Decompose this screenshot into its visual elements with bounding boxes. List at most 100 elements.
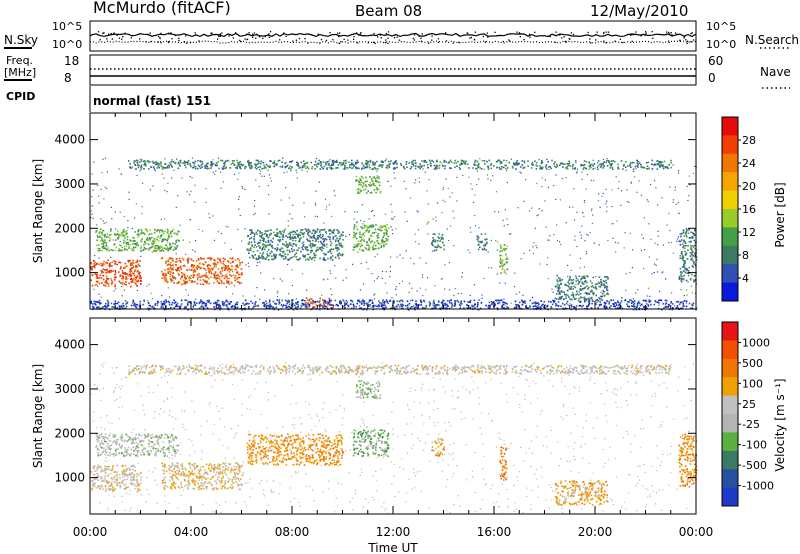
power-point: [346, 301, 349, 304]
power-point: [100, 302, 102, 304]
power-point: [399, 254, 401, 256]
power-region: [678, 228, 698, 283]
power-point: [184, 164, 186, 167]
power-point: [193, 302, 196, 304]
power-point: [260, 160, 263, 163]
power-point: [201, 300, 203, 303]
power-point: [693, 233, 696, 236]
power-point: [539, 307, 542, 309]
power-point: [302, 248, 304, 251]
power-point: [288, 293, 290, 295]
power-point: [680, 301, 682, 304]
power-point: [99, 228, 102, 230]
power-point: [301, 166, 303, 169]
power-point: [207, 264, 210, 266]
power-point: [136, 233, 139, 236]
power-point: [140, 255, 142, 257]
noise-dot: [338, 35, 340, 38]
power-point: [140, 247, 142, 249]
power-point: [261, 232, 263, 234]
power-point: [163, 238, 166, 240]
power-point: [315, 238, 317, 240]
power-point: [657, 230, 659, 232]
power-point: [662, 303, 664, 305]
power-point: [692, 266, 695, 268]
power-point: [250, 236, 253, 239]
power-point: [668, 242, 670, 244]
power-point: [580, 257, 582, 260]
power-point: [269, 243, 272, 245]
power-point: [265, 258, 267, 260]
power-point: [123, 245, 126, 248]
power-point: [160, 250, 162, 252]
power-point: [506, 258, 508, 260]
power-point: [366, 244, 368, 246]
power-point: [621, 297, 623, 299]
power-point: [153, 238, 155, 240]
power-point: [492, 302, 494, 304]
power-point: [581, 171, 583, 173]
power-point: [213, 302, 215, 305]
power-point: [167, 271, 169, 273]
power-point: [117, 233, 119, 235]
power-point: [318, 181, 320, 183]
power-point: [336, 303, 338, 306]
power-point: [172, 268, 174, 271]
power-point: [172, 160, 175, 163]
power-point: [152, 185, 154, 187]
power-point: [431, 241, 433, 244]
power-point: [441, 306, 443, 309]
power-point: [333, 190, 335, 192]
power-point: [362, 185, 364, 187]
power-point: [376, 170, 378, 172]
power-point: [563, 298, 565, 300]
power-point: [437, 300, 440, 302]
power-point: [650, 303, 652, 305]
power-point: [329, 249, 331, 252]
power-point: [213, 281, 215, 284]
power-point: [422, 300, 425, 302]
power-point: [362, 164, 365, 167]
power-point: [97, 285, 99, 287]
power-point: [196, 282, 199, 285]
power-point: [122, 230, 125, 232]
power-point: [230, 163, 233, 166]
power-point: [164, 218, 166, 220]
power-point: [664, 306, 667, 308]
power-point: [695, 308, 697, 311]
power-point: [645, 162, 648, 164]
power-point: [565, 167, 567, 169]
power-point: [365, 184, 367, 187]
power-point: [381, 226, 384, 228]
power-point: [408, 302, 411, 305]
power-point: [606, 306, 608, 309]
power-point: [255, 168, 258, 170]
power-point: [263, 257, 265, 259]
power-point: [170, 235, 173, 238]
noise-dot: [614, 40, 616, 42]
power-point: [297, 235, 299, 237]
power-point: [342, 231, 344, 233]
power-point: [411, 306, 413, 308]
power-point: [377, 181, 380, 183]
power-point: [487, 168, 490, 170]
power-point: [462, 174, 464, 176]
power-point: [369, 166, 371, 169]
power-point: [571, 298, 573, 301]
power-point: [359, 248, 361, 251]
power-point: [157, 229, 159, 231]
power-point: [606, 285, 608, 287]
power-point: [294, 231, 297, 234]
power-point: [323, 303, 325, 306]
power-point: [102, 306, 104, 308]
noise-dot: [587, 31, 589, 34]
power-point: [454, 288, 456, 290]
power-point: [670, 241, 672, 243]
power-point: [321, 246, 323, 248]
power-point: [170, 230, 172, 233]
power-point: [290, 257, 292, 259]
power-point: [499, 299, 501, 302]
power-point: [344, 307, 346, 309]
power-point: [364, 231, 366, 234]
power-point: [377, 168, 379, 170]
